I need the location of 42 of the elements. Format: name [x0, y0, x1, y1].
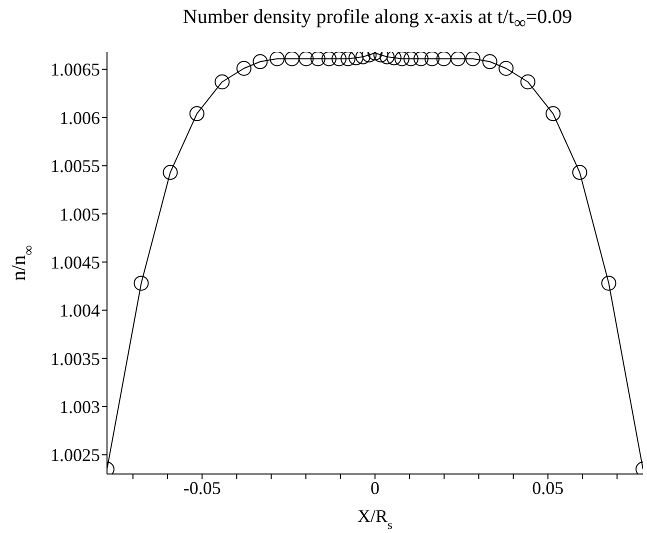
point [601, 276, 616, 291]
point [284, 52, 300, 66]
y-tick-label: 1.006 [60, 108, 100, 128]
y-tick-label: 1.005 [60, 204, 100, 224]
point [134, 276, 149, 291]
point [413, 52, 428, 66]
point [298, 52, 314, 66]
point [332, 52, 347, 66]
point [189, 106, 204, 122]
x-tick-label: -0.05 [183, 478, 221, 498]
x-axis-title: X/R$_{s}$ [358, 506, 393, 532]
y-tick-label: 1.0035 [50, 348, 100, 369]
point [436, 52, 452, 66]
point [386, 52, 402, 66]
point [482, 54, 498, 70]
point [394, 52, 410, 66]
point [310, 52, 326, 66]
point [450, 52, 466, 66]
y-tick-label: 1.0045 [50, 252, 100, 272]
point [403, 52, 418, 66]
point [546, 106, 561, 122]
y-tick-label: 1.0065 [50, 60, 100, 80]
x-tick-label: 0 [370, 478, 380, 498]
point [520, 74, 536, 90]
y-tick-label: 1.003 [60, 396, 100, 417]
chart-title: Number density profile along x-axis at t/t$_{∞}$=0.09 [182, 6, 574, 33]
point [572, 164, 588, 180]
point [465, 52, 480, 66]
point [322, 52, 337, 66]
point [252, 54, 268, 70]
point [162, 164, 178, 180]
point [340, 52, 356, 66]
point [348, 52, 364, 66]
point [498, 60, 514, 76]
point [236, 60, 252, 76]
point [214, 74, 230, 90]
point [270, 52, 285, 66]
y-tick-label: 1.0025 [50, 445, 100, 466]
x-tick-label: 0.05 [532, 478, 564, 498]
point [424, 52, 440, 66]
y-tick-label: 1.0055 [50, 156, 100, 176]
y-tick-label: 1.004 [60, 300, 100, 321]
